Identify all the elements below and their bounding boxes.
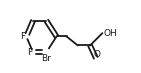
Text: F: F bbox=[20, 32, 25, 41]
Text: O: O bbox=[93, 50, 100, 59]
Text: F: F bbox=[27, 48, 32, 57]
Text: Br: Br bbox=[41, 54, 51, 63]
Text: OH: OH bbox=[103, 29, 117, 38]
